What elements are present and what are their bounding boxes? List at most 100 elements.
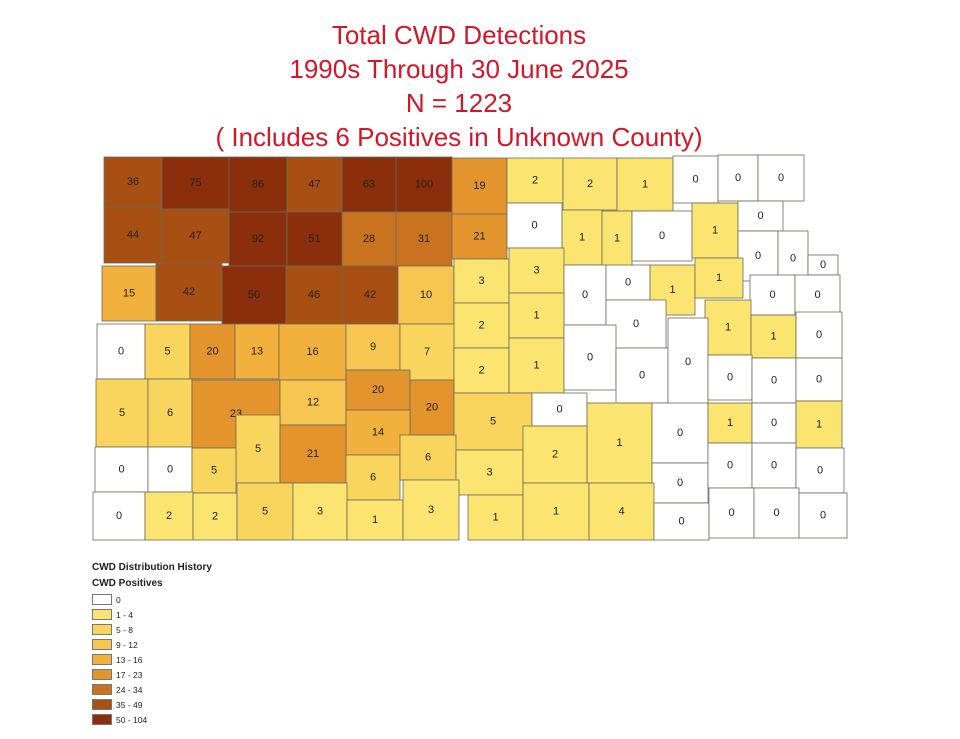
legend-label: 5 - 8 bbox=[116, 624, 134, 635]
county-count-label: 75 bbox=[189, 177, 201, 189]
title-line-2: 1990s Through 30 June 2025 bbox=[289, 54, 629, 84]
county: 0 bbox=[563, 324, 617, 391]
county-count-label: 7 bbox=[424, 346, 430, 358]
county-count-label: 0 bbox=[790, 252, 796, 264]
county: 0 bbox=[757, 154, 805, 202]
county-count-label: 1 bbox=[533, 309, 539, 321]
county: 5 bbox=[453, 392, 533, 451]
county: 0 bbox=[795, 357, 843, 402]
legend-swatch bbox=[92, 624, 112, 635]
legend-item: 35 - 49 bbox=[92, 697, 212, 712]
county-count-label: 21 bbox=[473, 230, 485, 242]
county-shape bbox=[147, 378, 193, 448]
county-shape bbox=[397, 265, 455, 325]
county-count-label: 5 bbox=[262, 505, 268, 517]
county-count-label: 20 bbox=[372, 384, 384, 396]
county: 0 bbox=[563, 264, 607, 326]
county: 0 bbox=[667, 317, 709, 407]
county-count-label: 5 bbox=[164, 345, 170, 357]
county: 0 bbox=[531, 392, 588, 427]
county-count-label: 50 bbox=[248, 289, 260, 301]
county-count-label: 2 bbox=[166, 510, 172, 522]
county: 0 bbox=[506, 202, 563, 249]
county-count-label: 6 bbox=[370, 471, 376, 483]
county-shape bbox=[795, 400, 843, 449]
county: 2 bbox=[453, 347, 510, 394]
county-shape bbox=[795, 311, 843, 359]
county: 0 bbox=[751, 357, 797, 404]
county-shape bbox=[757, 154, 805, 202]
county: 0 bbox=[707, 442, 753, 489]
county-count-label: 0 bbox=[771, 417, 777, 429]
county: 1 bbox=[601, 210, 633, 267]
county: 0 bbox=[798, 492, 848, 539]
county: 0 bbox=[707, 354, 753, 401]
county-shape bbox=[234, 323, 280, 380]
county: 2 bbox=[522, 425, 588, 484]
county-shape bbox=[795, 357, 843, 402]
county: 1 bbox=[508, 337, 565, 394]
county-count-label: 47 bbox=[189, 230, 201, 242]
county-count-label: 0 bbox=[692, 173, 698, 185]
county-shape bbox=[453, 392, 533, 451]
county-count-label: 0 bbox=[531, 219, 537, 231]
county: 1 bbox=[750, 314, 797, 359]
county-count-label: 0 bbox=[639, 369, 645, 381]
county: 44 bbox=[103, 206, 163, 264]
county: 13 bbox=[234, 323, 280, 380]
county-count-label: 0 bbox=[820, 259, 826, 271]
county: 51 bbox=[286, 211, 343, 267]
county-shape bbox=[279, 424, 347, 484]
county-count-label: 1 bbox=[770, 330, 776, 342]
county: 46 bbox=[285, 265, 343, 325]
legend-heading: CWD Distribution History bbox=[92, 562, 212, 573]
legend-swatch bbox=[92, 609, 112, 620]
county: 0 bbox=[651, 462, 709, 504]
county-shape bbox=[467, 494, 524, 541]
county: 15 bbox=[101, 265, 157, 322]
county-count-label: 1 bbox=[642, 178, 648, 190]
county-count-label: 0 bbox=[587, 351, 593, 363]
legend-label: 0 bbox=[116, 594, 121, 605]
county: 1 bbox=[707, 402, 753, 444]
county-shape bbox=[798, 492, 848, 539]
county-count-label: 0 bbox=[633, 318, 639, 330]
county-shape bbox=[506, 202, 563, 249]
map-title: Total CWD Detections 1990s Through 30 Ju… bbox=[0, 18, 918, 154]
county: 5 bbox=[236, 482, 294, 541]
county-count-label: 0 bbox=[678, 515, 684, 527]
county-count-label: 0 bbox=[582, 289, 588, 301]
county-shape bbox=[144, 323, 191, 380]
legend-swatch bbox=[92, 654, 112, 665]
county: 1 bbox=[561, 209, 603, 266]
county: 0 bbox=[147, 446, 193, 493]
county-shape bbox=[750, 314, 797, 359]
county: 12 bbox=[279, 379, 347, 426]
county: 0 bbox=[717, 154, 759, 202]
county-shape bbox=[94, 446, 149, 493]
legend-item: 1 - 4 bbox=[92, 607, 212, 622]
county-shape bbox=[451, 157, 508, 215]
county-count-label: 0 bbox=[118, 463, 124, 475]
county-shape bbox=[794, 274, 841, 316]
county-count-label: 36 bbox=[127, 176, 139, 188]
county-count-label: 2 bbox=[587, 178, 593, 190]
county-count-label: 63 bbox=[363, 178, 375, 190]
county: 0 bbox=[605, 299, 667, 349]
county-shape bbox=[345, 409, 411, 456]
county: 1 bbox=[508, 292, 565, 339]
county-shape bbox=[795, 447, 845, 494]
county: 42 bbox=[341, 265, 399, 325]
county-count-label: 2 bbox=[212, 510, 218, 522]
county-shape bbox=[672, 155, 719, 204]
county-shape bbox=[751, 357, 797, 404]
county-count-label: 3 bbox=[478, 275, 484, 287]
legend-swatch bbox=[92, 714, 112, 725]
county-count-label: 3 bbox=[317, 505, 323, 517]
county-count-label: 2 bbox=[478, 364, 484, 376]
county-shape bbox=[395, 211, 453, 267]
county: 0 bbox=[751, 402, 797, 444]
county: 21 bbox=[451, 213, 508, 260]
county: 2 bbox=[144, 491, 194, 541]
legend-swatch bbox=[92, 684, 112, 695]
